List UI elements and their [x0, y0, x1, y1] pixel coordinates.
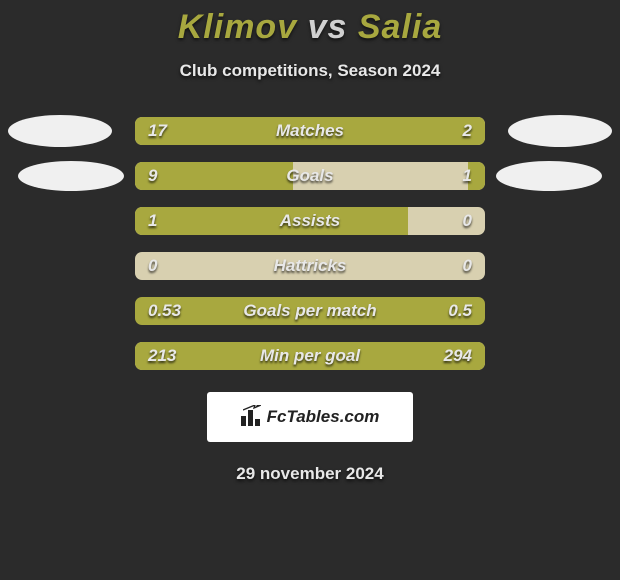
stat-row: 17Matches2 [0, 117, 620, 145]
team-logo-right [508, 115, 612, 147]
date-label: 29 november 2024 [0, 464, 620, 484]
value-right: 294 [444, 342, 472, 370]
bar-chart-icon [241, 408, 261, 426]
subtitle: Club competitions, Season 2024 [0, 61, 620, 81]
stat-row: 9Goals1 [0, 162, 620, 190]
value-right: 0 [463, 207, 472, 235]
stat-label: Hattricks [135, 252, 485, 280]
branding-text: FcTables.com [267, 407, 380, 427]
stat-row: 213Min per goal294 [0, 342, 620, 370]
branding-badge: FcTables.com [207, 392, 413, 442]
stat-label: Goals [135, 162, 485, 190]
stat-label: Assists [135, 207, 485, 235]
team-logo-right [496, 161, 602, 191]
value-right: 0 [463, 252, 472, 280]
stat-row: 0.53Goals per match0.5 [0, 297, 620, 325]
vs-label: vs [308, 8, 348, 46]
stat-label: Matches [135, 117, 485, 145]
stats-rows: 17Matches29Goals11Assists00Hattricks00.5… [0, 117, 620, 370]
stat-row: 1Assists0 [0, 207, 620, 235]
stat-label: Goals per match [135, 297, 485, 325]
stat-row: 0Hattricks0 [0, 252, 620, 280]
value-right: 0.5 [448, 297, 472, 325]
player1-name: Klimov [178, 8, 297, 46]
value-right: 2 [463, 117, 472, 145]
comparison-infographic: Klimov vs Salia Club competitions, Seaso… [0, 0, 620, 484]
page-title: Klimov vs Salia [0, 8, 620, 47]
team-logo-left [8, 115, 112, 147]
team-logo-left [18, 161, 124, 191]
stat-label: Min per goal [135, 342, 485, 370]
value-right: 1 [463, 162, 472, 190]
player2-name: Salia [358, 8, 442, 46]
